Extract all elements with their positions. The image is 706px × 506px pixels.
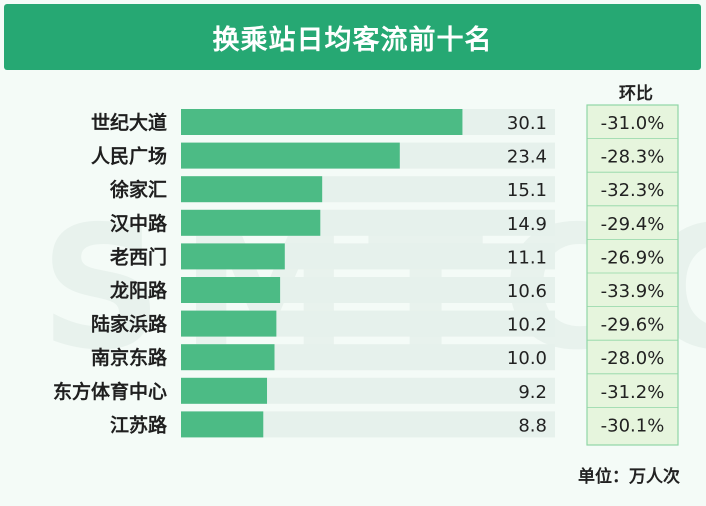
category-label: 老西门 [110, 245, 167, 268]
value-label: 10.6 [507, 281, 547, 302]
bar-4 [181, 209, 321, 236]
ratio-value: -29.6% [601, 315, 665, 336]
category-label: 人民广场 [91, 145, 167, 168]
ratio-value: -33.9% [601, 281, 665, 302]
ratio-value: -26.9% [601, 247, 665, 268]
category-label: 汉中路 [110, 212, 168, 235]
value-label: 15.1 [507, 180, 547, 201]
bar-1 [181, 109, 463, 135]
value-label: 9.2 [518, 382, 547, 403]
bar-6 [181, 277, 281, 303]
bar-3 [181, 176, 323, 203]
bar-7 [181, 310, 277, 337]
value-label: 14.9 [507, 214, 547, 235]
bar-8 [181, 344, 275, 371]
ratio-value: -32.3% [601, 180, 665, 201]
bar-10 [181, 411, 264, 438]
value-label: 10.2 [507, 315, 547, 336]
ratio-column-header: 环比 [619, 84, 653, 104]
bar-9 [181, 377, 268, 404]
ratio-value: -31.0% [601, 113, 665, 134]
category-label: 南京东路 [91, 346, 168, 369]
value-label: 8.8 [518, 415, 547, 436]
category-label: 江苏路 [110, 413, 168, 436]
value-label: 10.0 [507, 348, 547, 369]
bar-2 [181, 142, 400, 169]
value-label: 11.1 [507, 247, 547, 268]
category-label: 陆家浜路 [91, 313, 168, 336]
chart-title: 换乘站日均客流前十名 [4, 4, 701, 70]
ratio-value: -30.1% [601, 415, 665, 436]
value-label: 30.1 [507, 113, 547, 134]
unit-note: 单位：万人次 [578, 467, 680, 487]
category-label: 龙阳路 [110, 279, 168, 302]
bar-5 [181, 243, 285, 270]
ratio-value: -31.2% [601, 382, 665, 403]
ratio-column-box [586, 104, 679, 446]
ratio-value: -28.3% [601, 147, 665, 168]
value-label: 23.4 [507, 147, 547, 168]
category-label: 徐家汇 [109, 178, 167, 201]
ratio-value: -28.0% [601, 348, 665, 369]
ratio-value: -29.4% [601, 214, 665, 235]
category-label: 世纪大道 [91, 111, 167, 134]
category-label: 东方体育中心 [53, 380, 167, 403]
